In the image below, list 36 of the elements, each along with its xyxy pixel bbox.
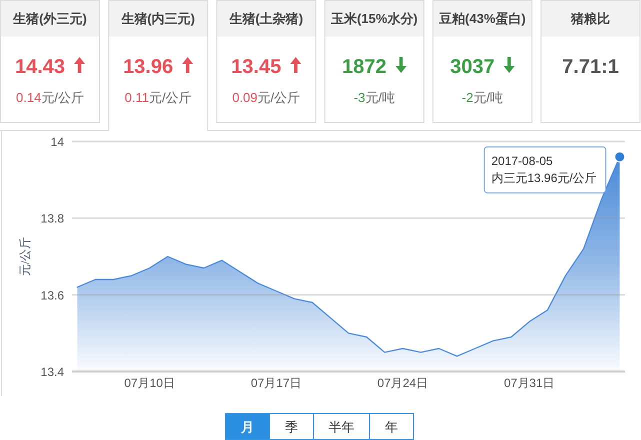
x-tick-label: 07月10日 bbox=[124, 376, 175, 390]
x-tick-label: 07月17日 bbox=[250, 376, 302, 390]
card: 豆粕(43%蛋白) 3037 -2元/吨 bbox=[432, 0, 532, 123]
card: 猪粮比 7.71:1 bbox=[540, 0, 640, 123]
category-label: 生猪(外三元) bbox=[12, 11, 87, 26]
x-tick-label: 07月31日 bbox=[504, 376, 555, 390]
data-label: -2元/吨 bbox=[462, 90, 503, 105]
y-tick-label: 13.6 bbox=[40, 288, 64, 302]
button: 年 bbox=[369, 413, 414, 440]
category-label: 豆粕(43%蛋白) bbox=[438, 11, 526, 26]
button: 季 bbox=[269, 413, 314, 440]
data-label: 0.09元/公斤 bbox=[232, 90, 300, 105]
category-label: 季 bbox=[285, 420, 298, 434]
category-label: 年 bbox=[385, 420, 398, 434]
category-label: 玉米(15%水分) bbox=[330, 11, 418, 26]
y-tick-label: 13.4 bbox=[40, 365, 64, 379]
category-label: 生猪(内三元) bbox=[120, 11, 195, 26]
card: 生猪(外三元) 14.43 0.14元/公斤 bbox=[0, 0, 100, 123]
data-label: 0.11元/公斤 bbox=[124, 90, 192, 105]
button: 半年 bbox=[313, 413, 370, 440]
data-label: 0.14元/公斤 bbox=[16, 90, 84, 105]
category-label: 月 bbox=[240, 420, 254, 434]
card: 生猪(土杂猪) 13.45 0.09元/公斤 bbox=[216, 0, 316, 123]
y-tick-label: 13.8 bbox=[40, 212, 64, 226]
tooltip: 2017-08-05 内三元13.96元/公斤 bbox=[484, 146, 606, 194]
card: 玉米(15%水分) 1872 -3元/吨 bbox=[324, 0, 424, 123]
category-label: 猪粮比 bbox=[570, 11, 610, 26]
x-tick-label: 07月24日 bbox=[377, 376, 428, 390]
y-tick-label: 14 bbox=[50, 135, 64, 149]
button: 月 bbox=[225, 413, 270, 440]
card: 生猪(内三元) 13.96 0.11元/公斤 bbox=[108, 0, 208, 132]
category-label: 生猪(土杂猪) bbox=[228, 11, 304, 26]
data-label: -3元/吨 bbox=[354, 90, 395, 105]
category-label: 半年 bbox=[328, 420, 354, 434]
y-axis-title: 元/公斤 bbox=[18, 236, 32, 276]
annotation: 2017-08-05 内三元13.96元/公斤 bbox=[491, 154, 597, 185]
